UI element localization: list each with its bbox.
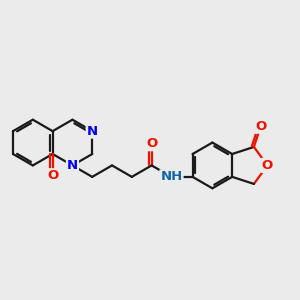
Text: O: O (146, 137, 157, 150)
Text: O: O (262, 159, 273, 172)
Text: O: O (47, 169, 58, 182)
Text: N: N (87, 124, 98, 138)
Text: NH: NH (160, 170, 183, 183)
Text: N: N (67, 159, 78, 172)
Text: O: O (255, 120, 266, 133)
